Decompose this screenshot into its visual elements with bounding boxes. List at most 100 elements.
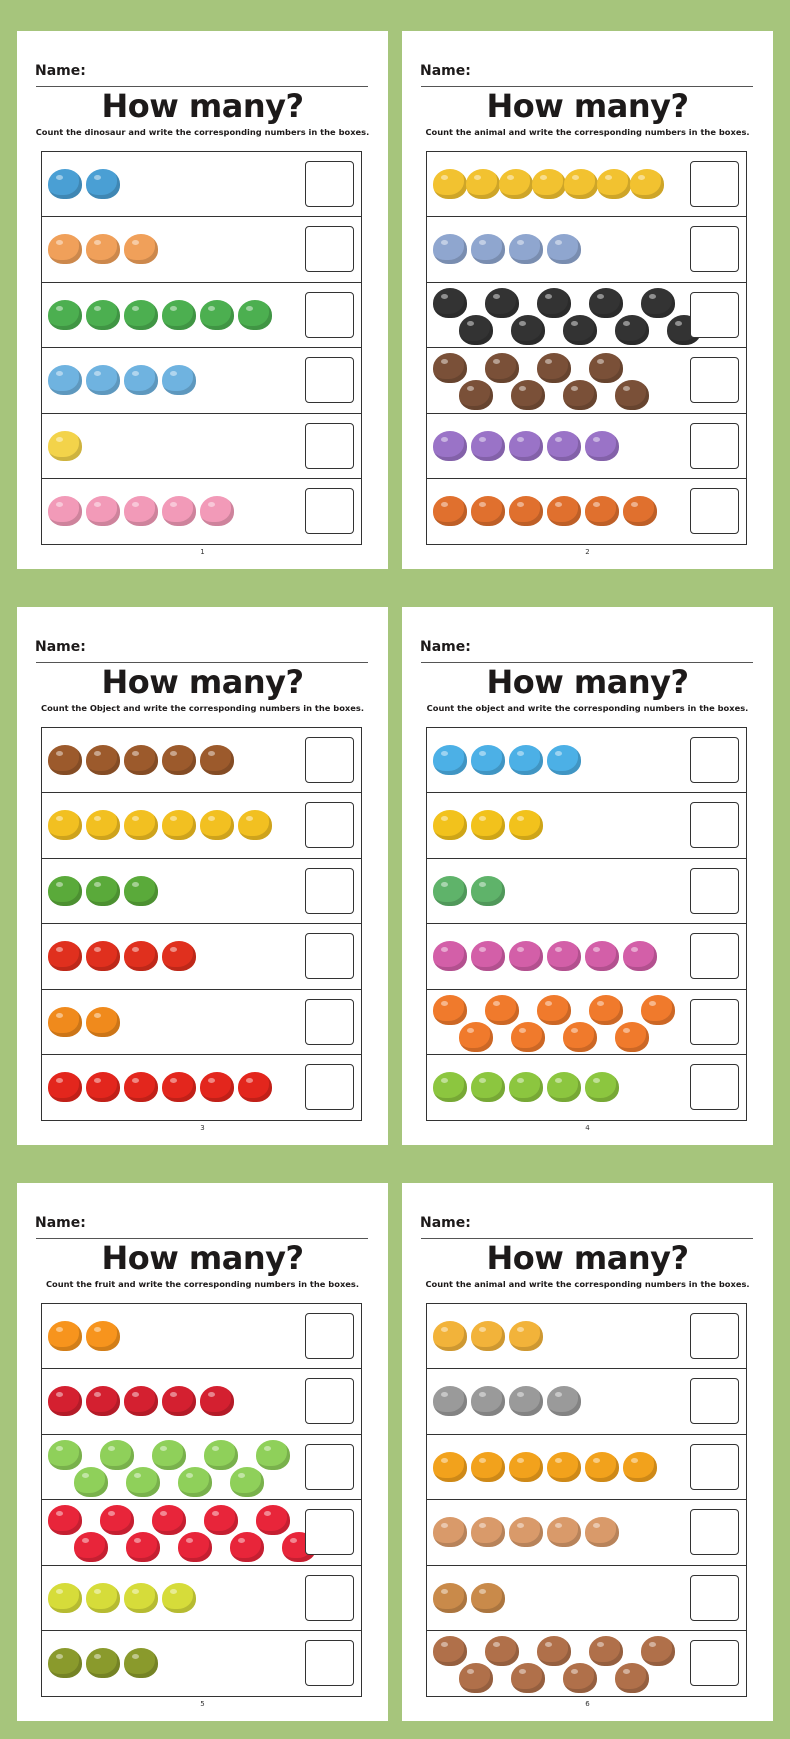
answer-box[interactable] — [690, 1443, 739, 1490]
cabbage-icon — [48, 875, 82, 906]
panda-icon — [589, 287, 623, 318]
counting-row — [427, 152, 746, 218]
answer-box[interactable] — [690, 1574, 739, 1621]
worksheet-page: Name: How many? Count the animal and wri… — [402, 31, 773, 569]
strawberry-icon — [152, 1505, 186, 1536]
answer-box[interactable] — [305, 422, 354, 469]
page-title: How many? — [486, 663, 689, 701]
answer-box[interactable] — [305, 1443, 354, 1490]
answer-box[interactable] — [690, 802, 739, 849]
answer-box[interactable] — [305, 1313, 354, 1359]
answer-box[interactable] — [305, 933, 354, 980]
answer-box[interactable] — [690, 1509, 739, 1556]
bear-icon — [485, 353, 519, 384]
strawberry-icon — [204, 1505, 238, 1536]
counting-grid — [426, 1303, 747, 1697]
counting-row — [427, 859, 746, 925]
elephant-icon — [547, 234, 581, 265]
elephant-icon — [471, 1386, 505, 1417]
road-roller-icon — [589, 994, 623, 1025]
counting-row — [42, 1566, 361, 1631]
counting-row — [427, 1631, 746, 1696]
answer-box[interactable] — [690, 867, 739, 914]
purple-cat-icon — [433, 430, 467, 461]
counting-row — [427, 793, 746, 859]
answer-box[interactable] — [305, 1378, 354, 1425]
lion-icon — [585, 1451, 619, 1482]
answer-box[interactable] — [690, 1063, 739, 1110]
green-apple-icon — [256, 1439, 290, 1470]
monkey-icon — [615, 1662, 649, 1693]
counting-row — [42, 990, 361, 1055]
name-line[interactable] — [36, 1238, 368, 1239]
bear-icon — [589, 353, 623, 384]
answer-box[interactable] — [690, 487, 739, 534]
answer-box[interactable] — [305, 161, 354, 207]
pink-dinosaur-icon — [48, 495, 82, 526]
road-roller-icon — [485, 994, 519, 1025]
bear-icon — [511, 380, 545, 411]
answer-box[interactable] — [690, 933, 739, 980]
answer-box[interactable] — [305, 1063, 354, 1110]
answer-box[interactable] — [690, 422, 739, 469]
cabbage-icon — [124, 875, 158, 906]
answer-box[interactable] — [305, 226, 354, 273]
scooter-icon — [471, 810, 505, 841]
answer-box[interactable] — [305, 802, 354, 849]
answer-box[interactable] — [305, 487, 354, 534]
answer-box[interactable] — [690, 1313, 739, 1359]
counting-row — [42, 793, 361, 859]
orange-triceratops-icon — [86, 234, 120, 265]
pomegranate-icon — [162, 1386, 196, 1417]
answer-box[interactable] — [690, 161, 739, 207]
pear-icon — [162, 1582, 196, 1613]
counting-row — [427, 990, 746, 1055]
blue-dinosaur-icon — [86, 365, 120, 396]
pear-icon — [48, 1582, 82, 1613]
strawberry-icon — [74, 1532, 108, 1563]
counting-row — [427, 217, 746, 283]
lion-icon — [509, 1451, 543, 1482]
answer-box[interactable] — [305, 1639, 354, 1686]
answer-box[interactable] — [690, 998, 739, 1045]
instructions: Count the dinosaur and write the corresp… — [35, 127, 370, 137]
purple-cat-icon — [509, 430, 543, 461]
road-roller-icon — [537, 994, 571, 1025]
answer-box[interactable] — [305, 998, 354, 1045]
counting-row — [427, 1435, 746, 1501]
lion-icon — [471, 1451, 505, 1482]
name-label: Name: — [420, 639, 471, 655]
mushroom-icon — [86, 745, 120, 775]
answer-box[interactable] — [690, 737, 739, 783]
answer-box[interactable] — [305, 1574, 354, 1621]
answer-box[interactable] — [305, 291, 354, 338]
answer-box[interactable] — [690, 357, 739, 404]
counting-row — [427, 283, 746, 349]
bear-icon — [563, 380, 597, 411]
answer-box[interactable] — [690, 291, 739, 338]
name-line[interactable] — [421, 86, 753, 87]
answer-box[interactable] — [690, 226, 739, 273]
answer-box[interactable] — [690, 1639, 739, 1686]
lion-icon — [623, 1451, 657, 1482]
answer-box[interactable] — [305, 357, 354, 404]
name-line[interactable] — [421, 1238, 753, 1239]
mushroom-icon — [200, 745, 234, 775]
monkey-icon — [459, 1662, 493, 1693]
lion-icon — [509, 495, 543, 526]
counting-row — [42, 283, 361, 349]
green-apple-icon — [204, 1439, 238, 1470]
lion-icon — [585, 495, 619, 526]
name-line[interactable] — [36, 662, 368, 663]
answer-box[interactable] — [690, 1378, 739, 1425]
name-line[interactable] — [36, 86, 368, 87]
elephant-icon — [509, 234, 543, 265]
answer-box[interactable] — [305, 737, 354, 783]
corn-icon — [48, 810, 82, 841]
answer-box[interactable] — [305, 867, 354, 914]
monkey-icon — [433, 1635, 467, 1666]
answer-box[interactable] — [305, 1509, 354, 1556]
pink-car-icon — [471, 941, 505, 972]
counting-grid — [41, 727, 362, 1121]
name-line[interactable] — [421, 662, 753, 663]
